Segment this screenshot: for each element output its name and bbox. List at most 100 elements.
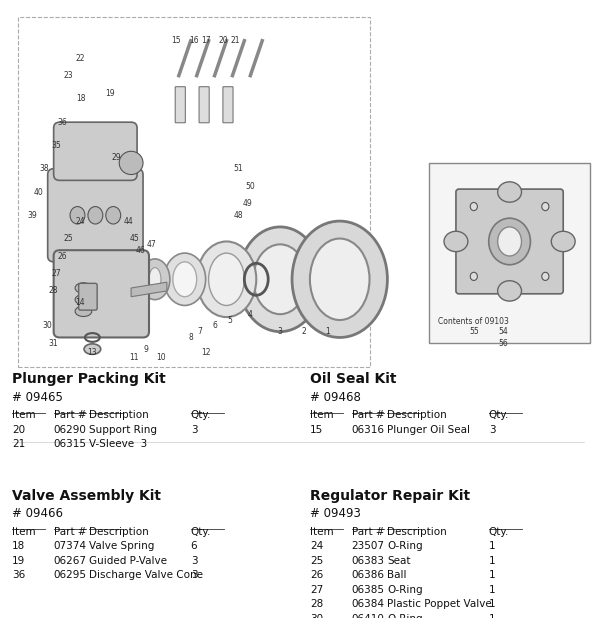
Ellipse shape bbox=[551, 231, 575, 252]
Ellipse shape bbox=[470, 273, 477, 281]
FancyBboxPatch shape bbox=[48, 169, 143, 262]
Text: # 09493: # 09493 bbox=[310, 507, 361, 520]
Text: Qty.: Qty. bbox=[489, 527, 509, 536]
Polygon shape bbox=[429, 163, 590, 343]
Ellipse shape bbox=[88, 206, 103, 224]
Text: 30: 30 bbox=[43, 321, 52, 331]
Text: O-Ring: O-Ring bbox=[387, 614, 423, 618]
Text: 20: 20 bbox=[12, 425, 25, 434]
Text: Contents of 09103: Contents of 09103 bbox=[438, 317, 509, 326]
Text: 18: 18 bbox=[12, 541, 25, 551]
Text: 44: 44 bbox=[123, 216, 133, 226]
Ellipse shape bbox=[70, 206, 85, 224]
Text: Part #: Part # bbox=[352, 410, 384, 420]
Text: 36: 36 bbox=[12, 570, 25, 580]
Ellipse shape bbox=[542, 203, 549, 211]
Text: Description: Description bbox=[387, 410, 447, 420]
Text: 47: 47 bbox=[147, 240, 157, 249]
Text: 27: 27 bbox=[52, 269, 61, 278]
Text: Valve Assembly Kit: Valve Assembly Kit bbox=[12, 489, 161, 502]
Text: # 09468: # 09468 bbox=[310, 391, 361, 404]
Text: 06410: 06410 bbox=[352, 614, 384, 618]
FancyBboxPatch shape bbox=[175, 87, 185, 123]
Ellipse shape bbox=[238, 227, 322, 332]
Ellipse shape bbox=[498, 182, 522, 202]
Text: Item: Item bbox=[310, 410, 334, 420]
Text: Plunger Oil Seal: Plunger Oil Seal bbox=[387, 425, 470, 434]
FancyBboxPatch shape bbox=[456, 189, 563, 294]
Text: 21: 21 bbox=[231, 36, 240, 45]
FancyBboxPatch shape bbox=[199, 87, 209, 123]
Ellipse shape bbox=[106, 206, 120, 224]
Text: Description: Description bbox=[89, 410, 149, 420]
Ellipse shape bbox=[149, 268, 161, 291]
FancyBboxPatch shape bbox=[223, 87, 233, 123]
Ellipse shape bbox=[444, 231, 468, 252]
Text: Part #: Part # bbox=[54, 410, 86, 420]
Text: 19: 19 bbox=[12, 556, 25, 565]
Text: 1: 1 bbox=[489, 556, 495, 565]
Text: 48: 48 bbox=[234, 211, 243, 220]
Text: 17: 17 bbox=[201, 36, 210, 45]
Ellipse shape bbox=[253, 244, 307, 314]
Text: Description: Description bbox=[387, 527, 447, 536]
Text: 2: 2 bbox=[302, 327, 306, 336]
Text: 38: 38 bbox=[40, 164, 49, 173]
Text: 16: 16 bbox=[189, 36, 198, 45]
Text: Support Ring: Support Ring bbox=[89, 425, 157, 434]
Text: 12: 12 bbox=[201, 347, 210, 357]
Polygon shape bbox=[131, 282, 167, 297]
Text: 06386: 06386 bbox=[352, 570, 384, 580]
FancyBboxPatch shape bbox=[54, 122, 137, 180]
Text: 3: 3 bbox=[191, 570, 197, 580]
Text: 3: 3 bbox=[191, 556, 197, 565]
Text: Plunger Packing Kit: Plunger Packing Kit bbox=[12, 373, 166, 386]
Text: 35: 35 bbox=[52, 141, 61, 150]
Text: # 09465: # 09465 bbox=[12, 391, 63, 404]
FancyBboxPatch shape bbox=[79, 283, 97, 310]
Text: Valve Spring: Valve Spring bbox=[89, 541, 155, 551]
Ellipse shape bbox=[489, 218, 530, 265]
Text: 07374: 07374 bbox=[54, 541, 86, 551]
Text: 51: 51 bbox=[234, 164, 243, 173]
Text: 1: 1 bbox=[489, 570, 495, 580]
Text: 9: 9 bbox=[144, 345, 148, 353]
Text: 06383: 06383 bbox=[352, 556, 384, 565]
Text: 3: 3 bbox=[191, 425, 197, 434]
Text: 4: 4 bbox=[248, 310, 253, 319]
Text: 06295: 06295 bbox=[54, 570, 86, 580]
Text: Part #: Part # bbox=[54, 527, 86, 536]
Text: 56: 56 bbox=[499, 339, 508, 348]
FancyBboxPatch shape bbox=[54, 250, 149, 337]
Ellipse shape bbox=[75, 283, 92, 294]
Text: 22: 22 bbox=[76, 54, 85, 62]
Text: 28: 28 bbox=[310, 599, 323, 609]
Text: 18: 18 bbox=[76, 95, 85, 103]
Text: 30: 30 bbox=[310, 614, 323, 618]
Text: Regulator Repair Kit: Regulator Repair Kit bbox=[310, 489, 470, 502]
Text: Oil Seal Kit: Oil Seal Kit bbox=[310, 373, 396, 386]
Ellipse shape bbox=[84, 344, 101, 354]
Text: Ball: Ball bbox=[387, 570, 407, 580]
Text: 7: 7 bbox=[197, 327, 202, 336]
Ellipse shape bbox=[119, 151, 143, 174]
Text: 39: 39 bbox=[28, 211, 38, 220]
Text: Qty.: Qty. bbox=[191, 527, 211, 536]
Text: 49: 49 bbox=[243, 199, 252, 208]
Text: 20: 20 bbox=[219, 36, 228, 45]
Text: 3: 3 bbox=[278, 327, 283, 336]
Text: 45: 45 bbox=[129, 234, 139, 243]
Text: Seat: Seat bbox=[387, 556, 411, 565]
Ellipse shape bbox=[75, 294, 92, 305]
Text: 6: 6 bbox=[212, 321, 217, 331]
Text: Guided P-Valve: Guided P-Valve bbox=[89, 556, 167, 565]
Text: 1: 1 bbox=[489, 614, 495, 618]
Ellipse shape bbox=[498, 227, 522, 256]
Text: 19: 19 bbox=[105, 88, 115, 98]
Ellipse shape bbox=[75, 306, 92, 316]
Text: 10: 10 bbox=[156, 353, 166, 362]
Text: 06385: 06385 bbox=[352, 585, 384, 595]
Text: 55: 55 bbox=[469, 327, 479, 336]
Text: 1: 1 bbox=[325, 327, 330, 336]
Text: 24: 24 bbox=[310, 541, 323, 551]
